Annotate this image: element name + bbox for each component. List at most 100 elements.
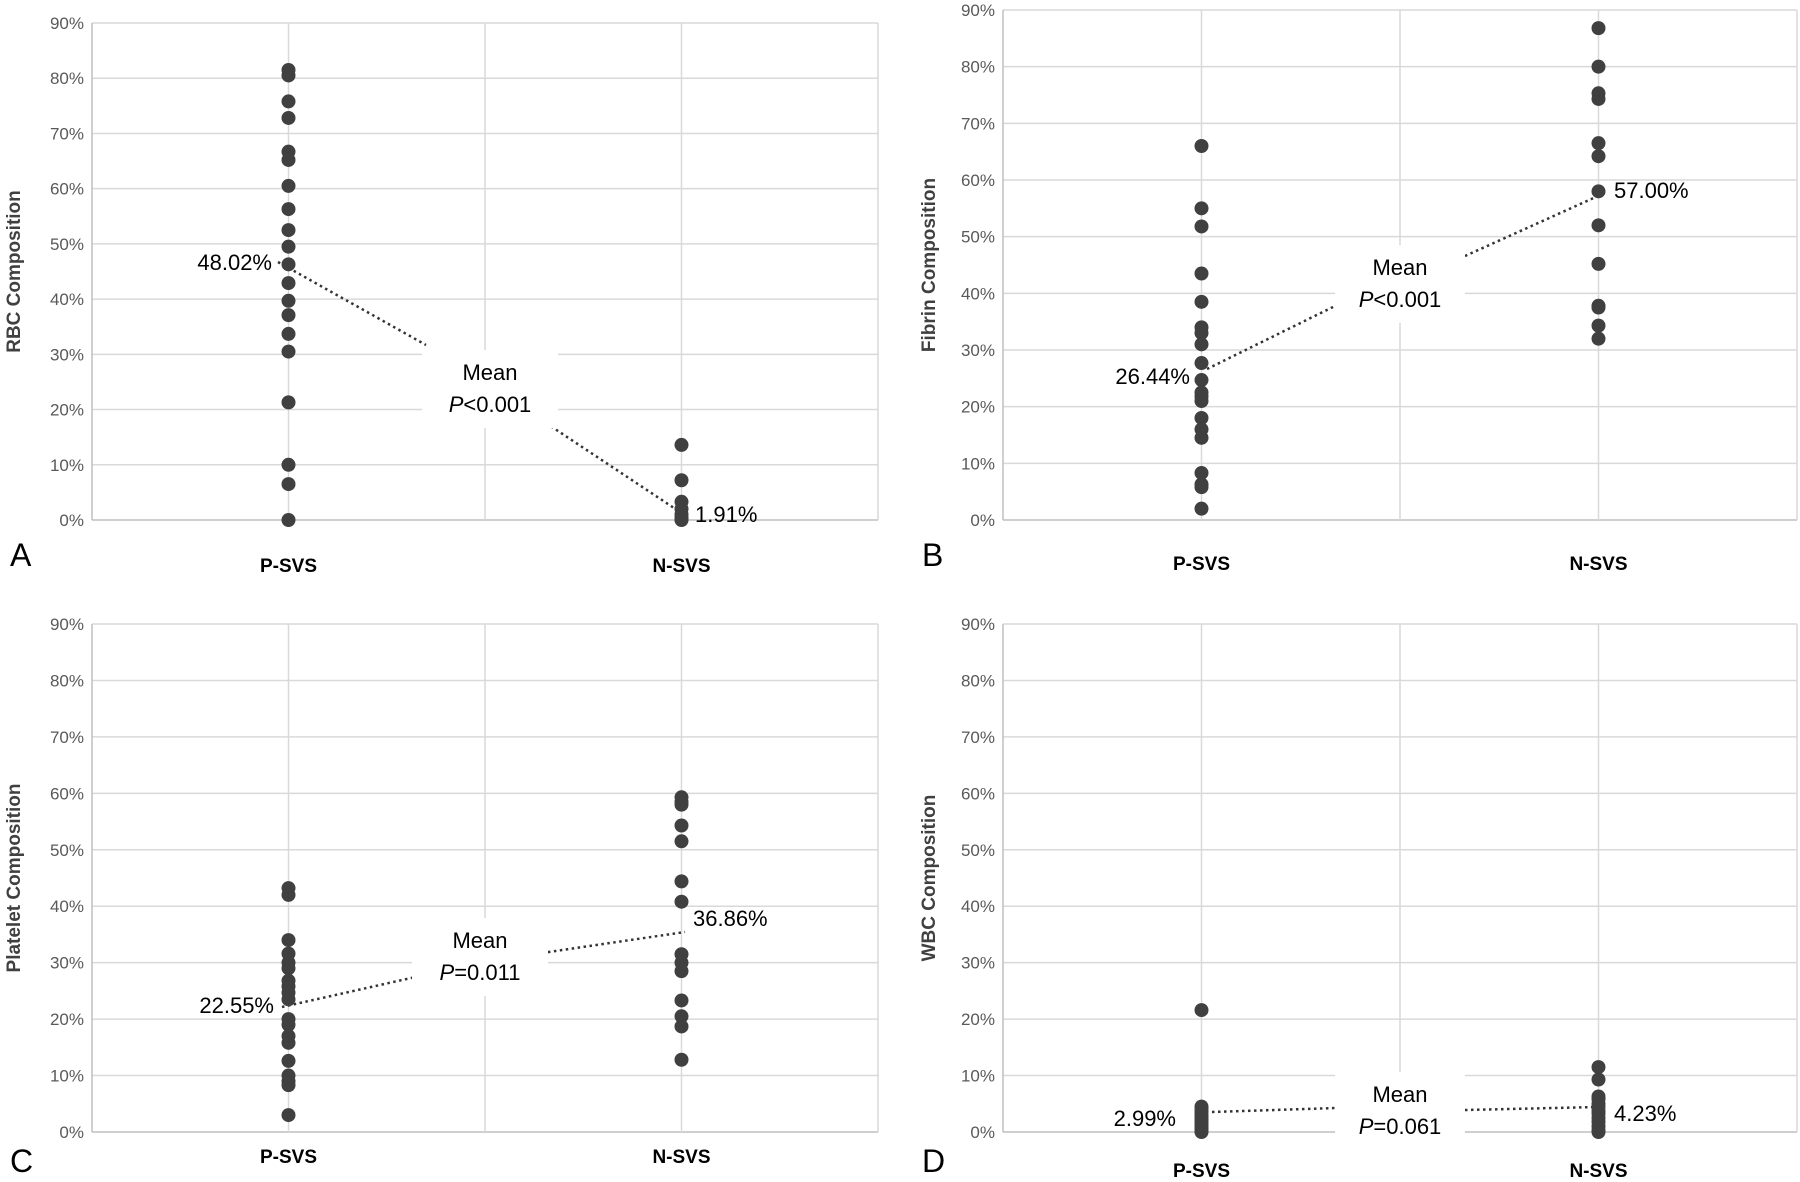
x-category-label: P-SVS (1173, 1161, 1230, 1182)
data-point (281, 513, 296, 527)
mean-value-label: 4.23% (1614, 1101, 1676, 1126)
y-tick-label: 50% (50, 841, 84, 860)
annotation-box (1335, 245, 1465, 323)
y-tick-label: 20% (961, 1010, 995, 1029)
data-point (1591, 318, 1606, 333)
x-category-label: P-SVS (1173, 554, 1230, 575)
panel-a: 0% 10% 20% 30% 40% 50% 60% 70% 80% 90% P-SVS N-SVS R… (4, 14, 879, 577)
data-point (674, 1052, 689, 1067)
y-tick-label: 80% (961, 671, 995, 690)
data-point (1194, 201, 1209, 216)
data-point (674, 993, 689, 1008)
p-value: <0.001 (463, 392, 531, 417)
data-point (1194, 294, 1209, 309)
mean-value-label: 1.91% (695, 502, 757, 527)
data-point (281, 223, 296, 238)
data-point (1194, 480, 1209, 495)
y-tick-label: 50% (50, 235, 84, 254)
x-category-label: N-SVS (652, 1147, 710, 1168)
y-tick-label: 0% (59, 511, 84, 530)
x-category-label: N-SVS (1569, 554, 1627, 575)
data-point (1194, 430, 1209, 445)
data-point (1194, 337, 1209, 352)
mean-connector-line (277, 260, 427, 347)
y-axis-label: WBC Composition (919, 795, 940, 962)
data-point (281, 326, 296, 341)
y-tick-label: 50% (961, 228, 995, 247)
mean-value-label: 26.44% (1115, 364, 1190, 389)
data-point (281, 202, 296, 217)
mean-value-label: 2.99% (1114, 1106, 1176, 1131)
y-tick-label: 30% (961, 341, 995, 360)
data-point (281, 1017, 296, 1032)
data-point (281, 276, 296, 291)
y-tick-label: 70% (50, 728, 84, 747)
y-tick-label: 60% (961, 171, 995, 190)
data-point (674, 437, 689, 452)
annotation-p-value: P=0.011 (440, 960, 521, 985)
p-symbol: P (1359, 287, 1374, 312)
annotation-p-value: P<0.001 (1359, 287, 1442, 312)
y-tick-label: 20% (961, 398, 995, 417)
data-point (281, 293, 296, 308)
data-point (1194, 465, 1209, 480)
data-point (674, 513, 689, 527)
data-point (281, 1108, 296, 1123)
data-point (674, 1019, 689, 1034)
y-tick-label: 10% (961, 454, 995, 473)
x-category-label: N-SVS (652, 556, 710, 577)
y-axis-label: Platelet Composition (4, 784, 25, 973)
y-tick-label: 40% (961, 284, 995, 303)
data-point (1194, 139, 1209, 153)
data-point (281, 1053, 296, 1068)
data-point (281, 239, 296, 254)
data-point (281, 933, 296, 948)
data-point (281, 395, 296, 410)
y-tick-label: 60% (50, 180, 84, 199)
y-tick-label: 60% (50, 784, 84, 803)
data-point (674, 894, 689, 909)
data-point (674, 964, 689, 979)
annotation-box (1335, 1072, 1465, 1150)
data-point (281, 887, 296, 902)
y-tick-label: 0% (970, 511, 995, 530)
y-tick-label: 70% (961, 728, 995, 747)
y-tick-label: 30% (50, 345, 84, 364)
y-tick-label: 90% (961, 1, 995, 20)
panel-c: 0% 10% 20% 30% 40% 50% 60% 70% 80% 90% P-SVS N-SVS P… (4, 615, 879, 1179)
panel-d: 0% 10% 20% 30% 40% 50% 60% 70% 80% 90% P-SVS N-SVS W… (919, 615, 1798, 1182)
annotation-p-value: P<0.001 (449, 392, 532, 417)
y-axis-label: Fibrin Composition (919, 178, 940, 352)
data-point (1194, 394, 1209, 408)
y-tick-label: 10% (50, 456, 84, 475)
y-tick-label: 90% (50, 615, 84, 634)
data-point (1194, 326, 1209, 340)
y-tick-label: 50% (961, 841, 995, 860)
mean-value-label: 22.55% (199, 993, 274, 1018)
data-point (1194, 501, 1209, 516)
y-tick-label: 60% (961, 784, 995, 803)
x-category-label: P-SVS (260, 1147, 317, 1168)
panel-label: D (922, 1143, 945, 1179)
mean-connector-line (541, 930, 686, 955)
y-tick-label: 30% (50, 954, 84, 973)
y-tick-label: 0% (59, 1123, 84, 1142)
data-point (1591, 300, 1606, 315)
data-point (1194, 1125, 1209, 1139)
y-tick-label: 30% (961, 954, 995, 973)
data-point (1591, 21, 1606, 36)
y-tick-label: 90% (50, 14, 84, 33)
mean-connector-line (1464, 1105, 1599, 1112)
mean-connector-line (1464, 194, 1599, 258)
annotation-mean-label: Mean (1372, 1082, 1427, 1107)
annotation-box (412, 918, 548, 996)
mean-value-label: 36.86% (693, 906, 768, 931)
mean-connector-line (281, 974, 421, 1009)
y-tick-label: 10% (50, 1067, 84, 1086)
y-tick-label: 90% (961, 615, 995, 634)
data-point (281, 308, 296, 323)
x-category-label: P-SVS (260, 556, 317, 577)
mean-value-label: 48.02% (197, 250, 272, 275)
data-point (281, 457, 296, 472)
data-point (1591, 59, 1606, 74)
